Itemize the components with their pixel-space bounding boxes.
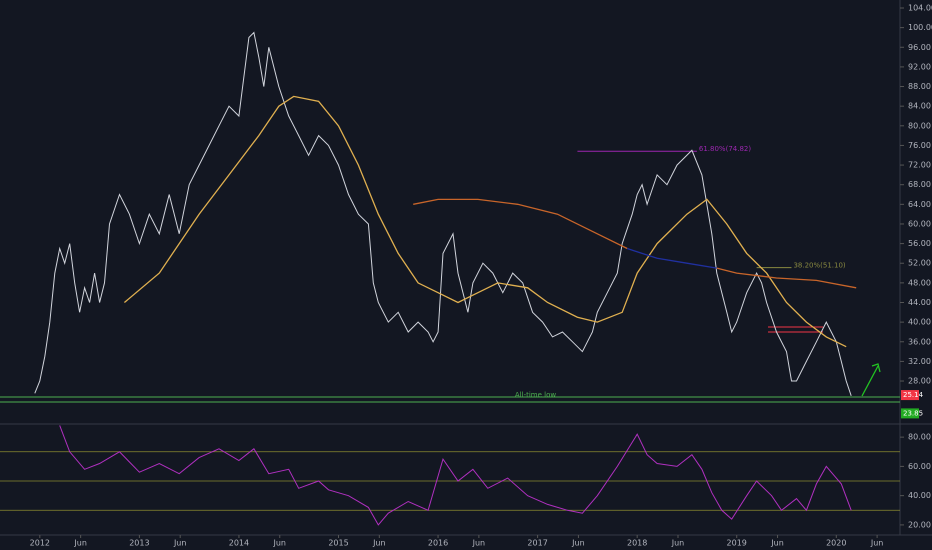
price-badge-label: 23.85 bbox=[903, 409, 923, 417]
y-tick-label: 68.00 bbox=[908, 180, 931, 189]
x-tick-label: Jun bbox=[372, 539, 386, 548]
y-tick-label: 48.00 bbox=[908, 278, 931, 287]
y-tick-label: 32.00 bbox=[908, 357, 931, 366]
x-tick-label: Jun bbox=[472, 539, 486, 548]
level-label: 61.80%(74.82) bbox=[699, 145, 751, 153]
y-tick-label: 20.00 bbox=[908, 520, 931, 529]
x-tick-label: 2014 bbox=[229, 539, 249, 548]
x-tick-label: Jun bbox=[770, 539, 784, 548]
y-tick-label: 72.00 bbox=[908, 161, 931, 170]
y-tick-label: 56.00 bbox=[908, 239, 931, 248]
y-tick-label: 40.00 bbox=[908, 491, 931, 500]
y-tick-label: 64.00 bbox=[908, 200, 931, 209]
series-line bbox=[34, 31, 852, 396]
x-tick-label: 2019 bbox=[727, 539, 747, 548]
x-tick-label: 2017 bbox=[527, 539, 547, 548]
x-tick-label: 2012 bbox=[30, 539, 50, 548]
y-tick-label: 80.00 bbox=[908, 121, 931, 130]
y-tick-label: 60.00 bbox=[908, 219, 931, 228]
y-tick-label: 60.00 bbox=[908, 462, 931, 471]
arrow bbox=[861, 363, 881, 397]
y-tick-label: 88.00 bbox=[908, 82, 931, 91]
price-badge-label: 25.14 bbox=[903, 391, 924, 399]
series-line bbox=[413, 198, 628, 250]
y-tick-label: 104.00 bbox=[908, 4, 932, 13]
y-tick-label: 52.00 bbox=[908, 259, 931, 268]
y-tick-label: 40.00 bbox=[908, 318, 931, 327]
series-line bbox=[59, 425, 852, 526]
level-label: All-time low bbox=[515, 391, 556, 399]
series-line bbox=[123, 95, 847, 348]
x-tick-label: Jun bbox=[173, 539, 187, 548]
series-line bbox=[626, 247, 717, 269]
y-tick-label: 84.00 bbox=[908, 102, 931, 111]
x-tick-label: 2018 bbox=[627, 539, 647, 548]
y-tick-label: 44.00 bbox=[908, 298, 931, 307]
x-tick-label: Jun bbox=[571, 539, 585, 548]
x-tick-label: Jun bbox=[671, 539, 685, 548]
y-tick-label: 28.00 bbox=[908, 377, 931, 386]
y-tick-label: 80.00 bbox=[908, 433, 931, 442]
y-tick-label: 100.00 bbox=[908, 23, 932, 32]
x-tick-label: Jun bbox=[273, 539, 287, 548]
x-tick-label: 2016 bbox=[428, 539, 448, 548]
x-tick-label: Jun bbox=[73, 539, 87, 548]
x-tick-label: 2020 bbox=[826, 539, 846, 548]
y-tick-label: 96.00 bbox=[908, 43, 931, 52]
y-tick-label: 92.00 bbox=[908, 62, 931, 71]
price-badge bbox=[901, 408, 919, 419]
x-tick-label: Jun bbox=[870, 539, 884, 548]
series-line bbox=[716, 267, 857, 289]
level-label: 38.20%(51.10) bbox=[793, 262, 845, 270]
x-tick-label: 2013 bbox=[129, 539, 149, 548]
price-badge bbox=[901, 390, 919, 401]
x-tick-label: 2015 bbox=[328, 539, 348, 548]
y-tick-label: 76.00 bbox=[908, 141, 931, 150]
y-tick-label: 36.00 bbox=[908, 337, 931, 346]
